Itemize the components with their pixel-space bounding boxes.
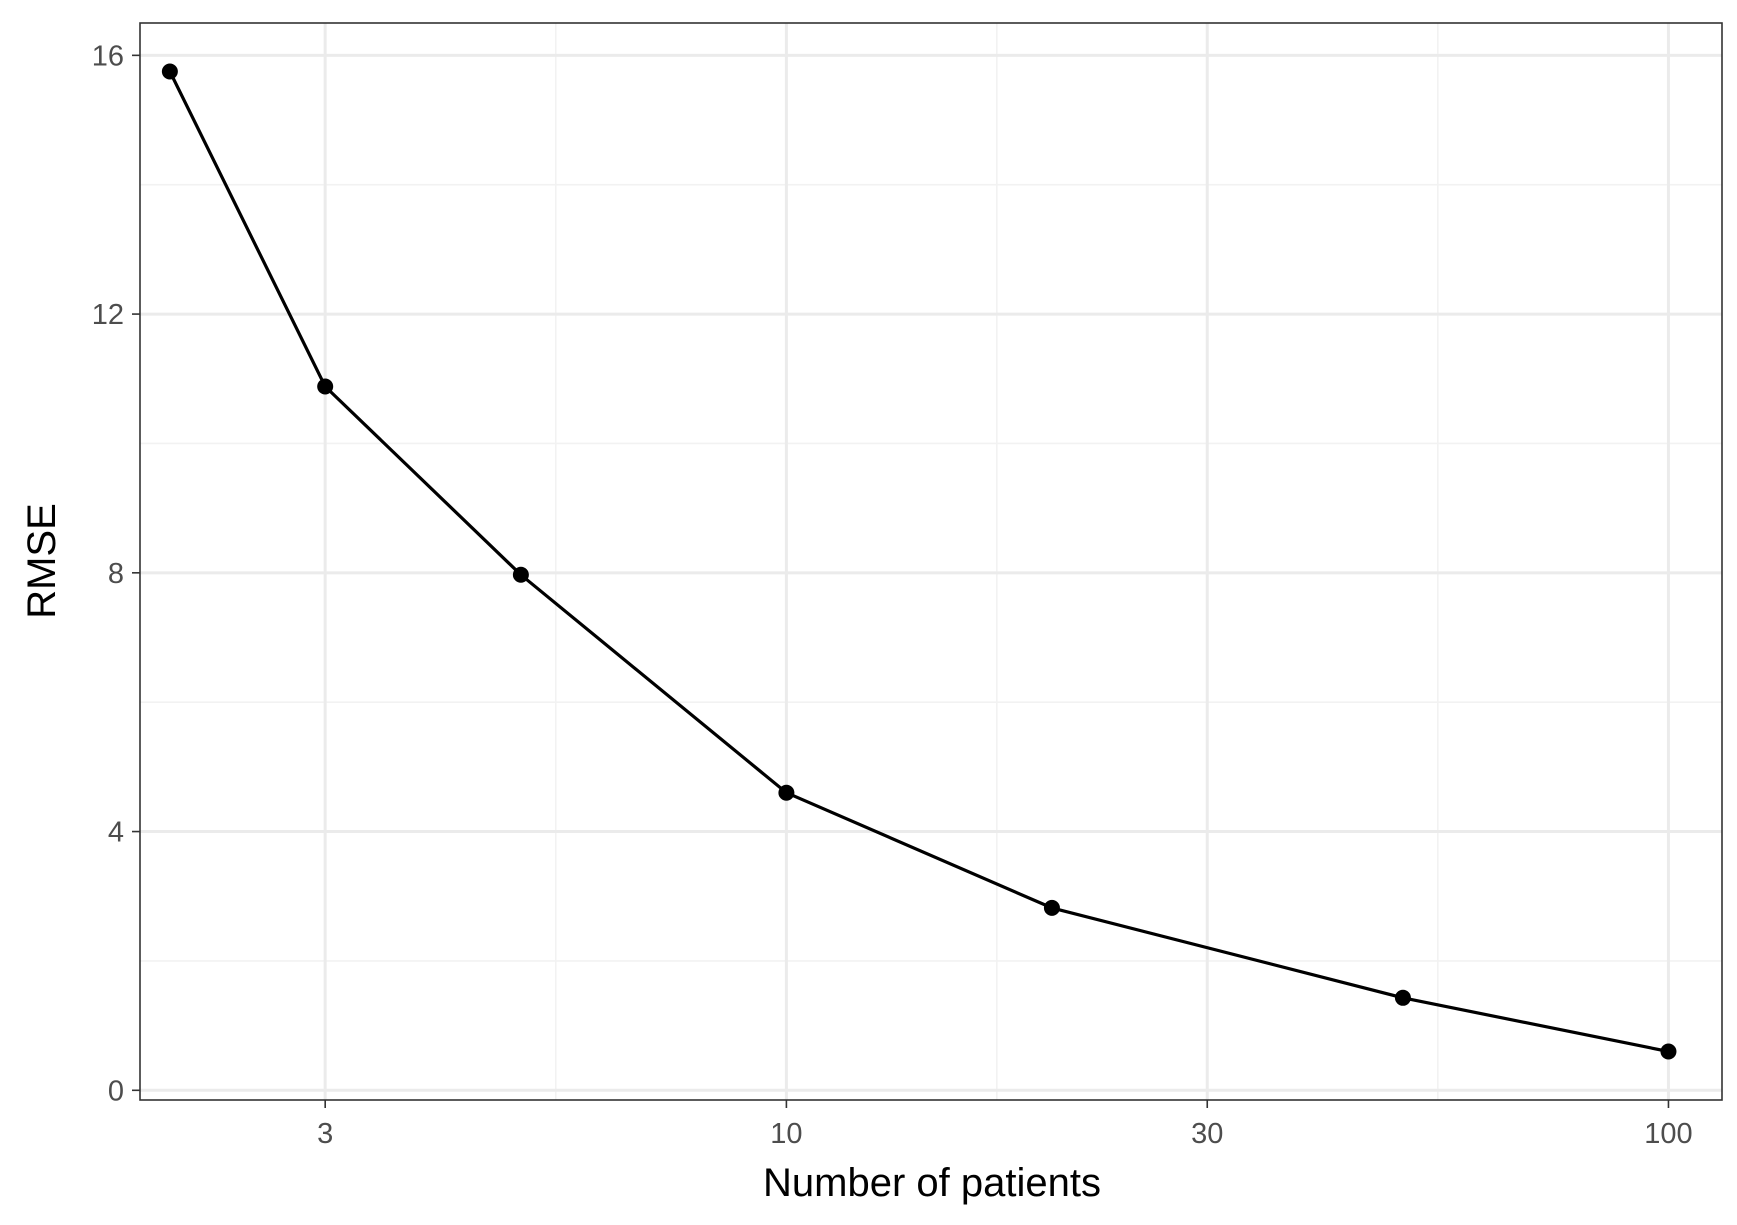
- data-point: [512, 566, 529, 583]
- data-series: [161, 63, 1677, 1060]
- y-tick-label: 16: [92, 40, 124, 72]
- major-gridlines: [140, 23, 1722, 1100]
- data-point: [161, 63, 178, 80]
- y-axis-title: RMSE: [20, 503, 64, 619]
- x-tick-label: 100: [1644, 1118, 1692, 1150]
- data-point: [1660, 1043, 1677, 1060]
- x-axis-title: Number of patients: [763, 1161, 1101, 1205]
- panel-border: [139, 22, 1723, 1101]
- minor-gridlines: [140, 23, 1722, 1100]
- y-tick-label: 0: [108, 1075, 124, 1107]
- data-point: [317, 378, 334, 395]
- y-tick-label: 12: [92, 299, 124, 331]
- axis-ticks: [132, 54, 1670, 1108]
- data-point: [1043, 899, 1060, 916]
- data-point: [778, 784, 795, 801]
- x-tick-label: 10: [770, 1118, 802, 1150]
- x-tick-label: 3: [317, 1118, 333, 1150]
- y-tick-label: 8: [108, 558, 124, 590]
- x-tick-label: 30: [1191, 1118, 1223, 1150]
- y-tick-label: 4: [108, 817, 124, 849]
- data-point: [1394, 989, 1411, 1006]
- tick-labels: 3 10 30 100 0 4 8 12 16: [92, 40, 1693, 1150]
